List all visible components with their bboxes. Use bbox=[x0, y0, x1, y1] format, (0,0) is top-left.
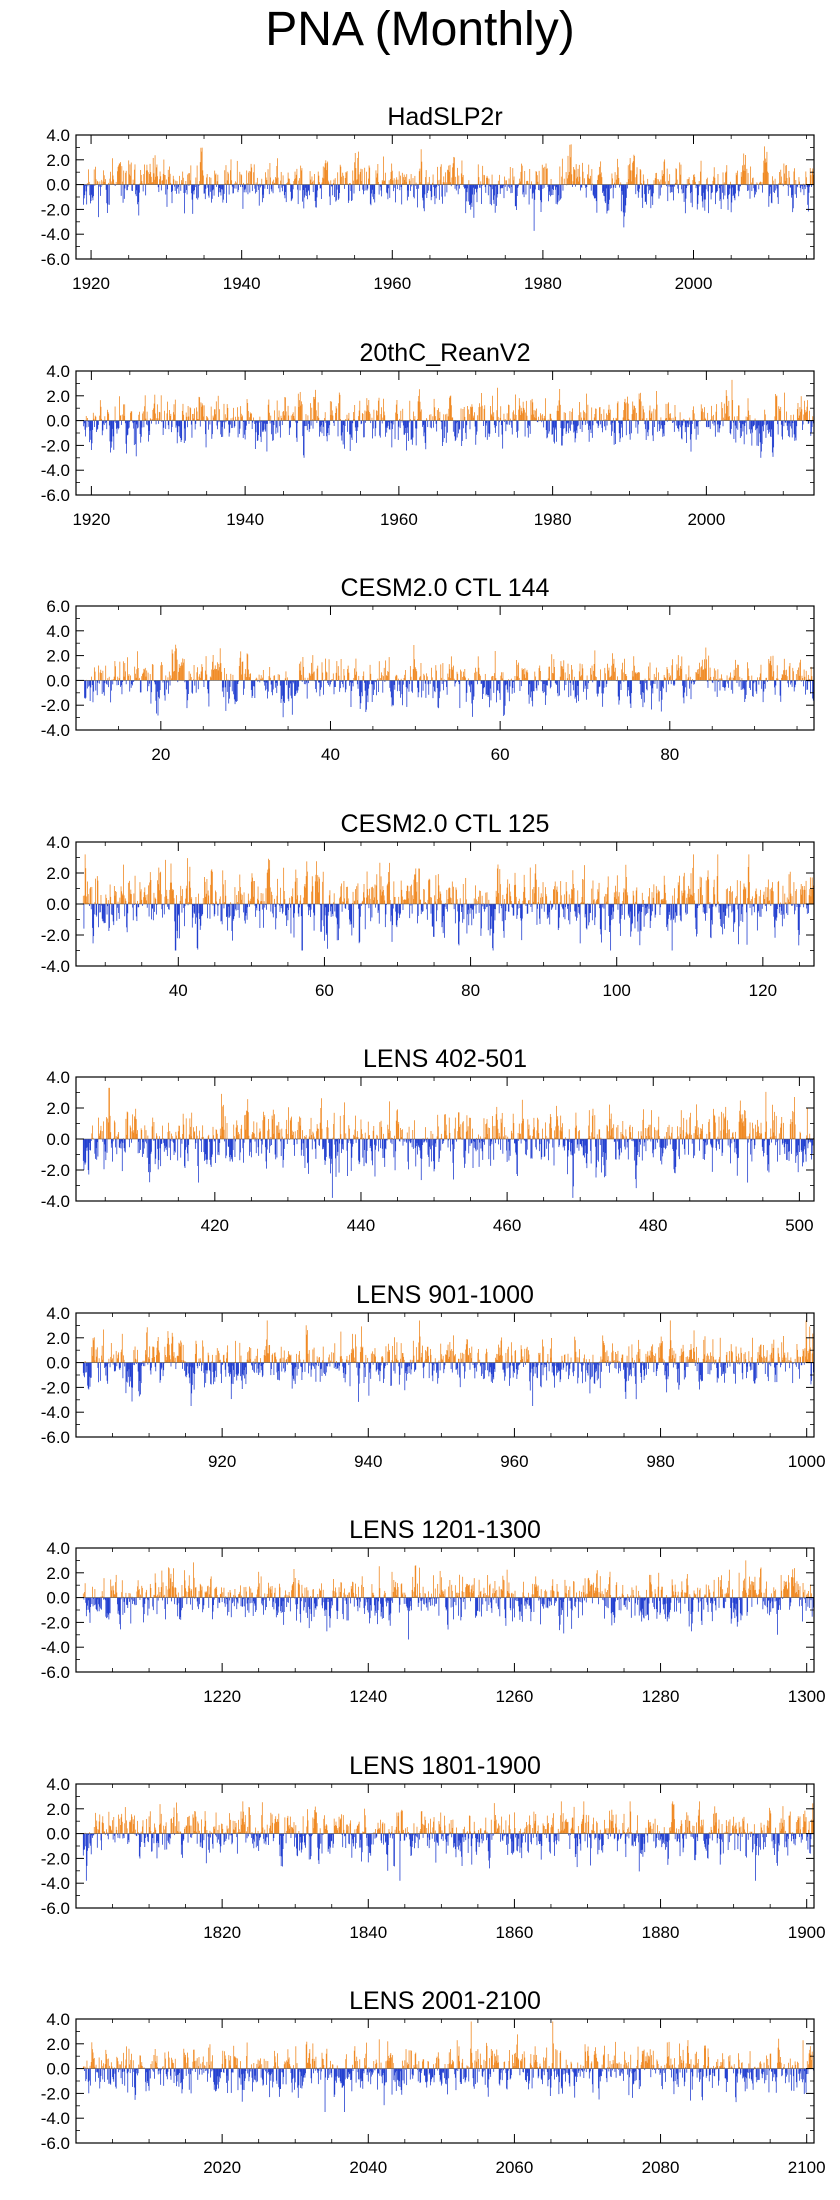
y-tick-label: 0.0 bbox=[46, 895, 70, 914]
panel-title: LENS 402-501 bbox=[363, 1045, 527, 1073]
y-tick-label: -4.0 bbox=[41, 225, 70, 244]
panel-4: CESM2.0 CTL 125 4.0 2.0 0.0 -2.0 -4.0 40 60 80 10… bbox=[41, 810, 815, 1000]
x-tick-label: 20 bbox=[151, 745, 170, 764]
bars bbox=[83, 379, 815, 458]
y-tick-label: 4.0 bbox=[46, 622, 70, 641]
x-tick-label: 100 bbox=[603, 981, 631, 1000]
y-tick-label: -4.0 bbox=[41, 461, 70, 480]
y-tick-label: 4.0 bbox=[46, 833, 70, 852]
y-tick-label: 2.0 bbox=[46, 647, 70, 666]
x-tick-label: 1980 bbox=[524, 274, 562, 293]
bars bbox=[83, 144, 814, 231]
x-tick-label: 1940 bbox=[226, 510, 264, 529]
panel-title: CESM2.0 CTL 125 bbox=[341, 810, 550, 838]
figure-title: PNA (Monthly) bbox=[265, 3, 575, 56]
y-tick-label: 2.0 bbox=[46, 864, 70, 883]
panel-title: CESM2.0 CTL 144 bbox=[341, 574, 550, 602]
x-tick-label: 120 bbox=[749, 981, 777, 1000]
y-tick-label: -2.0 bbox=[41, 926, 70, 945]
x-tick-label: 1920 bbox=[72, 274, 110, 293]
y-tick-label: -6.0 bbox=[41, 486, 70, 505]
x-tick-label: 1960 bbox=[373, 274, 411, 293]
y-tick-label: 2.0 bbox=[46, 151, 70, 170]
x-tick-label: 1960 bbox=[380, 510, 418, 529]
x-tick-label: 2000 bbox=[687, 510, 725, 529]
panel-title: HadSLP2r bbox=[387, 103, 502, 131]
x-tick-label: 1940 bbox=[223, 274, 261, 293]
y-tick-label: 0.0 bbox=[46, 176, 70, 195]
x-tick-label: 1980 bbox=[534, 510, 572, 529]
y-tick-label: -2.0 bbox=[41, 200, 70, 219]
bars bbox=[82, 1087, 815, 1198]
x-tick-label: 80 bbox=[461, 981, 480, 1000]
y-tick-label: -4.0 bbox=[41, 721, 70, 740]
bars bbox=[84, 644, 815, 718]
y-tick-label: -2.0 bbox=[41, 436, 70, 455]
y-tick-label: 2.0 bbox=[46, 387, 70, 406]
plot-frame bbox=[75, 370, 815, 496]
bars bbox=[82, 854, 815, 951]
x-tick-label: 80 bbox=[660, 745, 679, 764]
x-tick-label: 1920 bbox=[72, 510, 110, 529]
panel-3: CESM2.0 CTL 144 6.0 4.0 2.0 0.0 -2.0 -4.0 20 40 6… bbox=[41, 574, 815, 764]
y-tick-label: 4.0 bbox=[46, 362, 70, 381]
x-tick-label: 40 bbox=[321, 745, 340, 764]
panel-title: 20thC_ReanV2 bbox=[360, 339, 531, 367]
y-tick-label: 4.0 bbox=[46, 126, 70, 145]
y-tick-label: -2.0 bbox=[41, 696, 70, 715]
plot-frame bbox=[75, 605, 815, 731]
x-tick-label: 60 bbox=[491, 745, 510, 764]
x-tick-label: 60 bbox=[315, 981, 334, 1000]
y-tick-label: 6.0 bbox=[46, 597, 70, 616]
x-tick-label: 40 bbox=[169, 981, 188, 1000]
y-tick-label: -4.0 bbox=[41, 957, 70, 976]
y-tick-label: -6.0 bbox=[41, 250, 70, 269]
x-tick-label: 2000 bbox=[675, 274, 713, 293]
y-tick-label: 0.0 bbox=[46, 412, 70, 431]
y-tick-label: 0.0 bbox=[46, 671, 70, 690]
